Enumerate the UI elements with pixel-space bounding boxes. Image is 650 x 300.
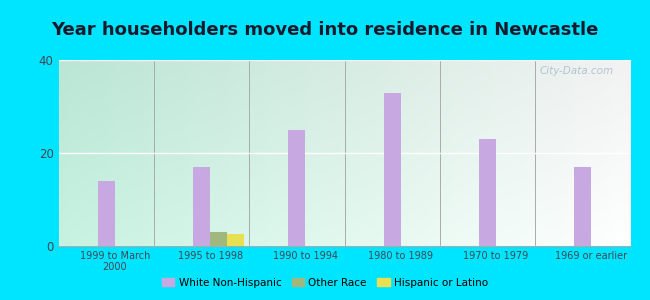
- Bar: [479, 139, 496, 246]
- Bar: [210, 232, 228, 246]
- Bar: [574, 167, 592, 246]
- Bar: [384, 92, 401, 246]
- Text: Year householders moved into residence in Newcastle: Year householders moved into residence i…: [51, 21, 599, 39]
- Bar: [227, 234, 244, 246]
- Text: City-Data.com: City-Data.com: [540, 66, 614, 76]
- Bar: [288, 130, 305, 246]
- Bar: [193, 167, 210, 246]
- Legend: White Non-Hispanic, Other Race, Hispanic or Latino: White Non-Hispanic, Other Race, Hispanic…: [158, 274, 492, 292]
- Bar: [98, 181, 115, 246]
